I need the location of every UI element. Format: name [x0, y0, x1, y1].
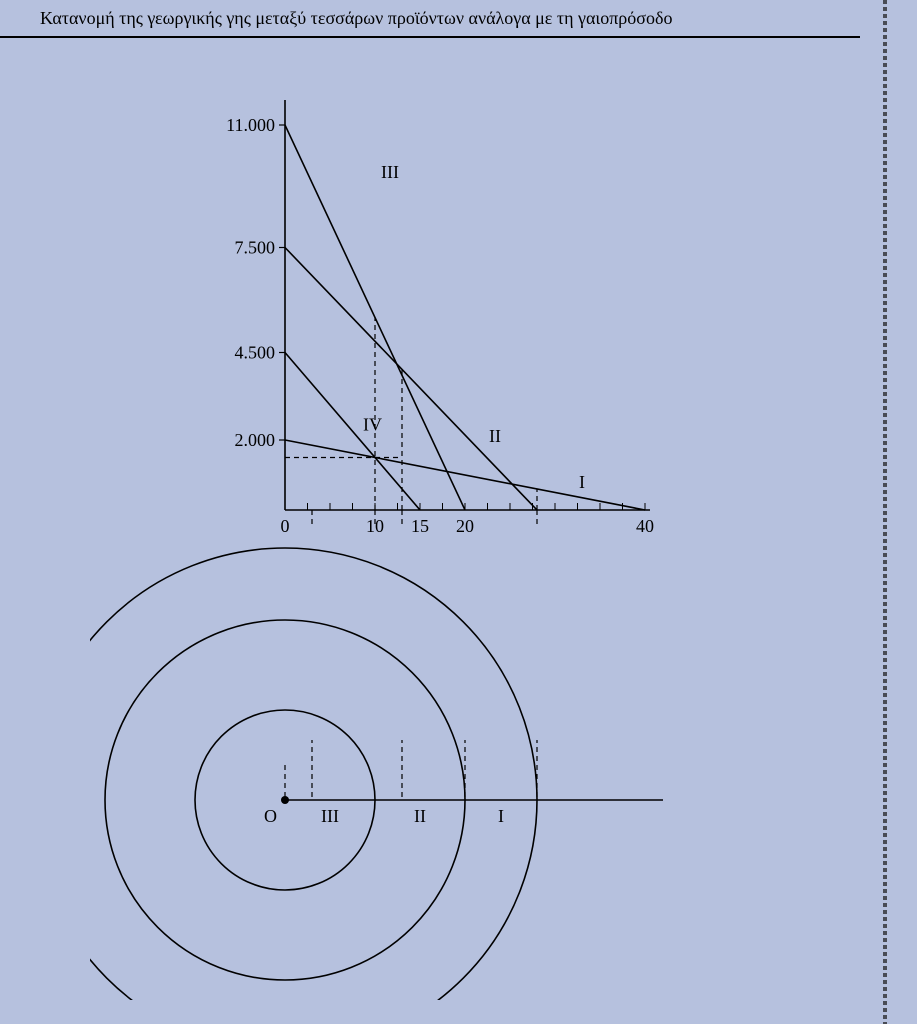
ring-label: I [498, 806, 504, 826]
diagram-container: 2.0004.5007.50011.000010152040IIIIIIIVOI… [90, 60, 790, 1000]
y-tick-label: 11.000 [226, 115, 275, 135]
scan-artifact-right-edge [883, 0, 887, 1024]
ring-label: II [414, 806, 426, 826]
x-tick-label: 40 [636, 516, 654, 536]
y-tick-label: 7.500 [235, 238, 276, 258]
title-underline [0, 36, 860, 38]
diagram-svg: 2.0004.5007.50011.000010152040IIIIIIIVOI… [90, 60, 790, 1000]
page-root: Κατανομή της γεωργικής γης μεταξύ τεσσάρ… [0, 0, 917, 1024]
ring-label: III [321, 806, 339, 826]
rent-line-label-IV: IV [363, 415, 382, 435]
rent-line-label-III: III [381, 162, 399, 182]
y-tick-label: 2.000 [235, 430, 276, 450]
y-tick-label: 4.500 [235, 343, 276, 363]
x-tick-label: 0 [281, 516, 290, 536]
rent-line-label-II: II [489, 426, 501, 446]
rent-line-II [285, 248, 537, 511]
x-tick-label: 20 [456, 516, 474, 536]
page-title: Κατανομή της γεωργικής γης μεταξύ τεσσάρ… [40, 8, 672, 29]
ring [90, 548, 537, 1000]
rent-line-I [285, 440, 645, 510]
center-label: O [264, 806, 277, 826]
x-tick-label: 15 [411, 516, 429, 536]
rent-line-IV [285, 353, 420, 511]
rent-line-label-I: I [579, 472, 585, 492]
